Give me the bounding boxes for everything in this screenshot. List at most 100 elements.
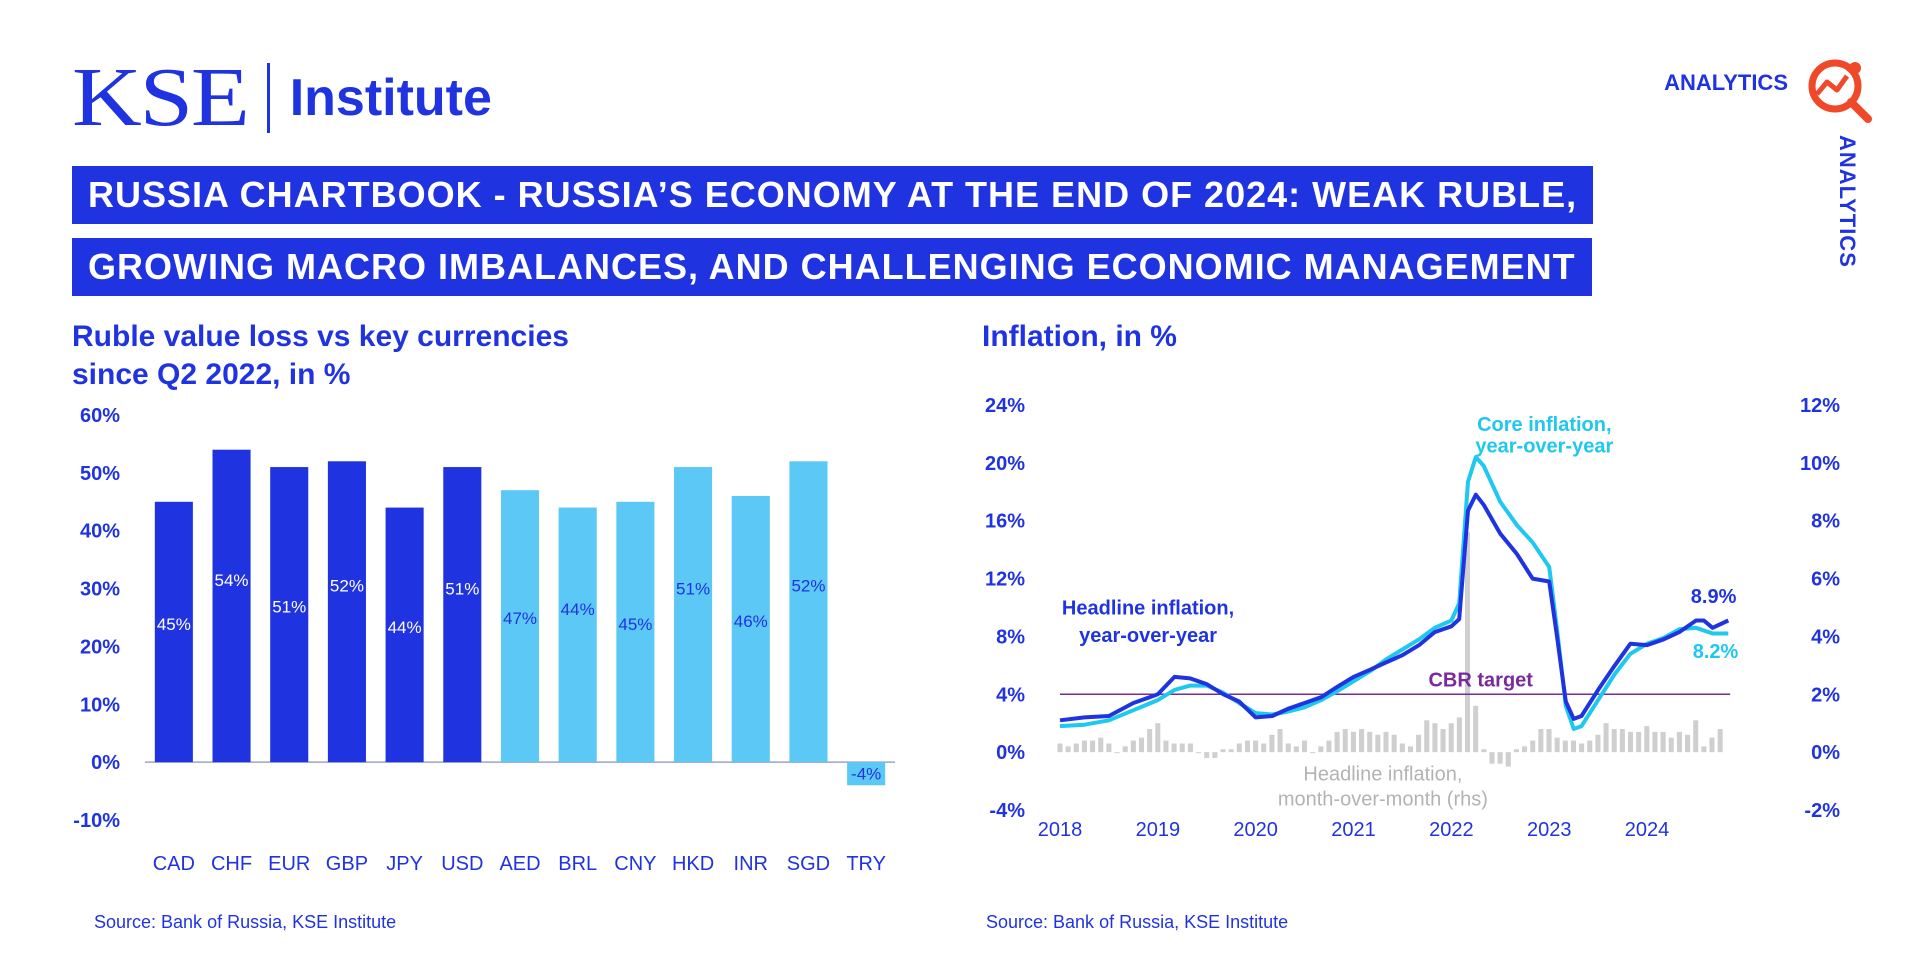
ruble-chart-source: Source: Bank of Russia, KSE Institute <box>94 912 397 932</box>
mom-bar <box>1138 737 1145 753</box>
mom-bar <box>1106 743 1112 753</box>
y-tick-label: 50% <box>80 463 120 485</box>
bar-chf <box>212 449 251 763</box>
x-year-label: 2024 <box>1625 819 1670 841</box>
y-tick-label: 60% <box>80 405 120 427</box>
y-tick-label: 40% <box>80 521 120 543</box>
x-category-label: CHF <box>211 853 252 875</box>
mom-bar <box>1277 729 1283 753</box>
mom-bar <box>1057 743 1063 753</box>
bar-jpy <box>385 507 424 763</box>
mom-series-label-line-1: Headline inflation, <box>1303 764 1462 786</box>
mom-bar <box>1163 740 1169 753</box>
mom-bar <box>1513 749 1519 753</box>
mom-bar <box>1196 752 1202 754</box>
x-category-label: CNY <box>614 853 656 875</box>
mom-bar <box>1261 743 1267 753</box>
y-left-tick-label: 16% <box>985 511 1025 533</box>
logo-divider <box>266 63 270 133</box>
magnifier-chart-icon <box>1808 59 1872 123</box>
mom-bar <box>1717 729 1723 753</box>
y-right-tick-label: 10% <box>1800 453 1840 475</box>
x-year-label: 2022 <box>1429 819 1474 841</box>
inflation-chart-source: Source: Bank of Russia, KSE Institute <box>986 912 1289 932</box>
logo-institute-text: Institute <box>289 69 492 127</box>
x-year-label: 2023 <box>1527 819 1572 841</box>
mom-bar <box>1318 746 1324 753</box>
mom-bar <box>1440 729 1446 753</box>
x-category-label: INR <box>734 853 768 875</box>
mom-bar <box>1416 734 1422 753</box>
mom-bar <box>1668 737 1674 753</box>
x-category-label: CAD <box>153 853 195 875</box>
bar-value-label: 44% <box>388 618 422 637</box>
mom-bar <box>1359 729 1365 753</box>
mom-bar <box>1603 723 1609 753</box>
bar-cad <box>154 501 193 763</box>
mom-bar <box>1407 746 1413 753</box>
bar-value-label: 52% <box>791 577 825 596</box>
mom-bar <box>1342 729 1348 753</box>
bar-sgd <box>789 461 828 763</box>
x-year-label: 2018 <box>1038 819 1083 841</box>
mom-series-label-line-2: month-over-month (rhs) <box>1278 788 1488 810</box>
bar-value-label: 44% <box>561 600 595 619</box>
logo-kse-wordmark: KSE <box>72 51 250 144</box>
mom-bar <box>1155 723 1161 753</box>
mom-bar <box>1693 720 1699 753</box>
y-right-tick-label: 12% <box>1800 395 1840 417</box>
mom-bar <box>1187 743 1193 753</box>
mom-bar <box>1709 737 1715 753</box>
bar-hkd <box>674 467 713 763</box>
x-category-label: BRL <box>558 853 597 875</box>
mom-bar <box>1391 734 1397 753</box>
y-right-tick-label: 0% <box>1811 742 1840 764</box>
bar-gbp <box>327 461 366 763</box>
mom-bar <box>1595 734 1601 753</box>
y-tick-label: 0% <box>91 752 120 774</box>
bar-usd <box>443 467 482 763</box>
bar-value-label: 51% <box>445 580 479 599</box>
y-right-tick-label: -2% <box>1804 800 1840 822</box>
mom-bar <box>1530 740 1536 753</box>
y-tick-label: -10% <box>73 810 120 832</box>
x-category-label: AED <box>499 853 540 875</box>
core-series-label-line-2: year-over-year <box>1475 436 1613 458</box>
y-right-tick-label: 4% <box>1811 626 1840 648</box>
y-left-tick-label: 0% <box>996 742 1025 764</box>
mom-bar <box>1546 729 1552 753</box>
mom-bar <box>1350 731 1356 753</box>
headline-end-value-label: 8.9% <box>1691 586 1737 608</box>
mom-bar <box>1619 729 1625 753</box>
mom-bar <box>1685 734 1691 753</box>
mom-bar <box>1236 743 1242 753</box>
mom-bar <box>1701 746 1707 753</box>
mom-bar <box>1660 731 1666 753</box>
mom-bar <box>1587 740 1593 753</box>
bar-value-label: 54% <box>215 571 249 590</box>
banner-title-line-1: RUSSIA CHARTBOOK - RUSSIA’S ECONOMY AT T… <box>72 166 1594 224</box>
x-category-label: GBP <box>326 853 368 875</box>
y-tick-label: 10% <box>80 694 120 716</box>
y-left-tick-label: 20% <box>985 453 1025 475</box>
bar-value-label: 52% <box>330 577 364 596</box>
mom-bar <box>1114 752 1120 754</box>
banner-title-line-2: GROWING MACRO IMBALANCES, AND CHALLENGIN… <box>72 238 1592 296</box>
inflation-chart-title: Inflation, in % <box>982 320 1177 353</box>
cbr-target-label: CBR target <box>1428 669 1533 691</box>
mom-bar <box>1285 743 1291 753</box>
bar-try <box>847 762 886 786</box>
x-category-label: SGD <box>787 853 830 875</box>
mom-bar <box>1489 752 1495 764</box>
bar-value-label: 47% <box>503 609 537 628</box>
mom-bar <box>1212 752 1218 758</box>
headline-series-label-line-1: Headline inflation, <box>1062 598 1234 620</box>
analytics-vertical-label: ANALYTICS <box>1835 135 1860 268</box>
bar-eur <box>270 467 309 763</box>
bar-brl <box>558 507 597 763</box>
mom-bar <box>1179 743 1185 753</box>
mom-bar <box>1147 729 1153 753</box>
mom-bar <box>1204 752 1210 758</box>
x-category-label: TRY <box>846 853 886 875</box>
bar-value-label: 46% <box>734 612 768 631</box>
